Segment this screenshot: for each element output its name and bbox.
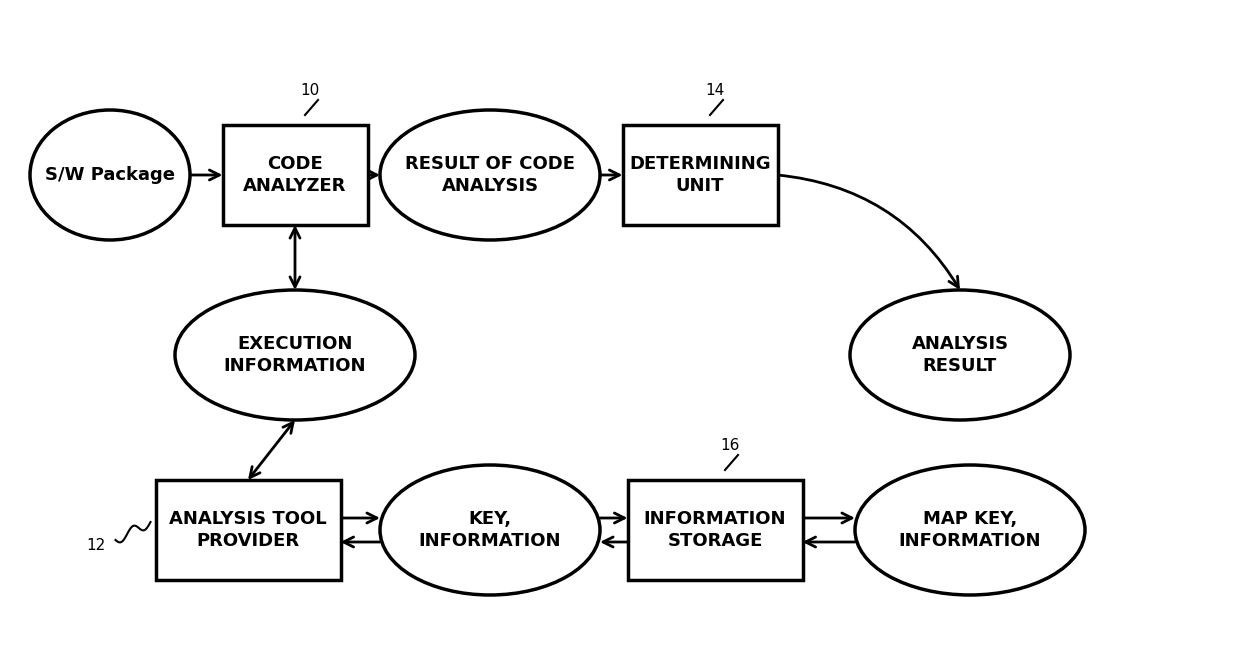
FancyBboxPatch shape (155, 480, 341, 580)
Ellipse shape (175, 290, 415, 420)
Text: KEY,
INFORMATION: KEY, INFORMATION (419, 510, 562, 550)
Ellipse shape (379, 465, 600, 595)
Ellipse shape (856, 465, 1085, 595)
Text: RESULT OF CODE
ANALYSIS: RESULT OF CODE ANALYSIS (405, 155, 575, 195)
Ellipse shape (849, 290, 1070, 420)
FancyBboxPatch shape (222, 125, 367, 225)
Text: DETERMINING
UNIT: DETERMINING UNIT (629, 155, 771, 195)
FancyBboxPatch shape (622, 125, 777, 225)
Text: 10: 10 (300, 83, 320, 98)
Text: ANALYSIS
RESULT: ANALYSIS RESULT (911, 335, 1008, 375)
Text: ANALYSIS TOOL
PROVIDER: ANALYSIS TOOL PROVIDER (169, 510, 327, 550)
Text: S/W Package: S/W Package (45, 166, 175, 184)
Text: 16: 16 (720, 438, 740, 453)
Text: CODE
ANALYZER: CODE ANALYZER (243, 155, 347, 195)
Text: 12: 12 (86, 537, 105, 553)
Ellipse shape (30, 110, 190, 240)
Text: EXECUTION
INFORMATION: EXECUTION INFORMATION (223, 335, 366, 375)
Ellipse shape (379, 110, 600, 240)
Text: INFORMATION
STORAGE: INFORMATION STORAGE (644, 510, 786, 550)
Text: 14: 14 (706, 83, 724, 98)
Text: MAP KEY,
INFORMATION: MAP KEY, INFORMATION (899, 510, 1042, 550)
FancyBboxPatch shape (627, 480, 802, 580)
